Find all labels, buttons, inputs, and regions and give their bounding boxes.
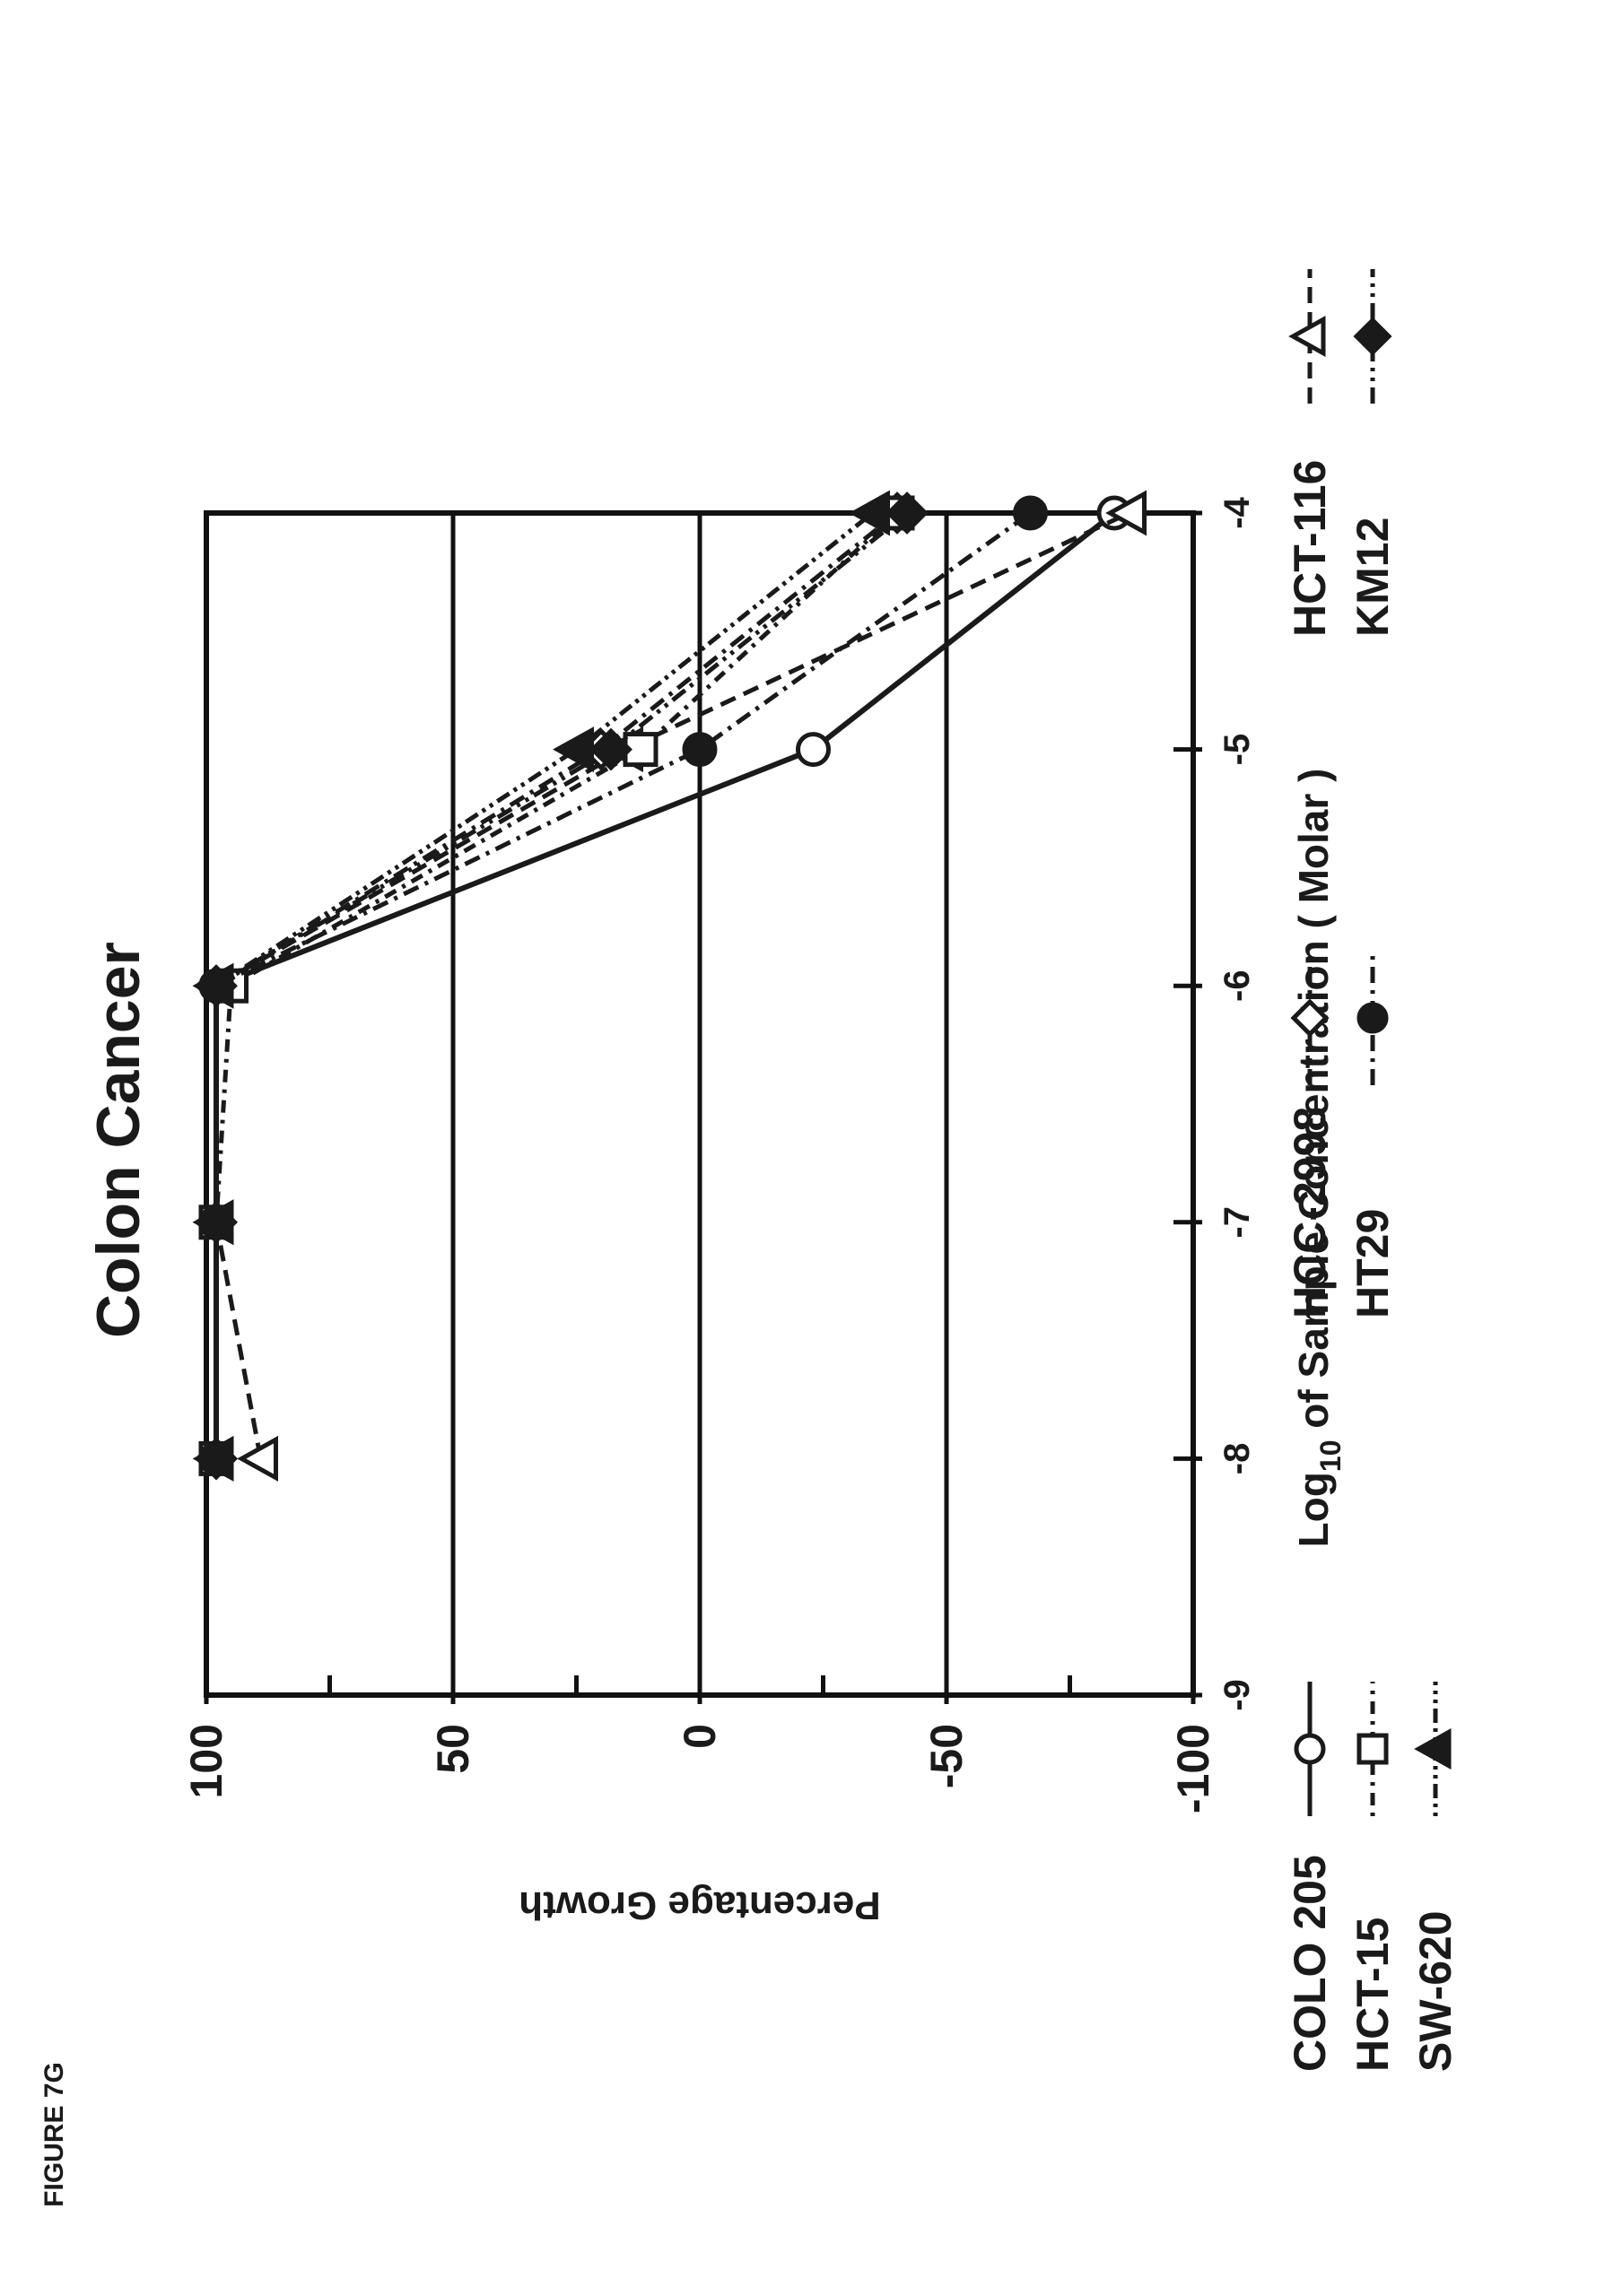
legend-marker: [1288, 316, 1326, 357]
data-point: [1105, 490, 1147, 536]
data-point: [796, 732, 831, 768]
legend-label: HT29: [1348, 1209, 1398, 1318]
x-tick-label: -8: [1217, 1443, 1257, 1475]
y-tick-label: -100: [1168, 1724, 1218, 1813]
data-point: [849, 490, 890, 536]
series-line: [214, 511, 909, 1459]
legend-marker: [1414, 1728, 1452, 1770]
series-line: [214, 510, 1032, 1459]
legend-label: SW-620: [1410, 1910, 1461, 2072]
y-axis-label: Percentage Growth: [519, 1883, 880, 1927]
x-tick-label: -4: [1217, 496, 1257, 528]
legend-marker: [1356, 1733, 1389, 1765]
series-line: [214, 510, 1130, 1459]
figure-label: FIGURE 7G: [39, 2062, 69, 2207]
legend-label: KM12: [1348, 517, 1398, 637]
x-tick-label: -9: [1217, 1679, 1257, 1711]
legend-label: HCC-2998: [1285, 1107, 1335, 1318]
chart-title: Colon Cancer: [84, 942, 153, 1338]
legend-marker: [1290, 998, 1330, 1038]
legend-label: HCT-15: [1348, 1918, 1398, 2072]
data-point: [682, 732, 718, 768]
y-tick-label: 0: [675, 1724, 725, 1749]
series-line: [214, 511, 899, 1459]
y-tick-label: 100: [181, 1724, 231, 1798]
series-line: [214, 511, 875, 1459]
data-point: [589, 727, 632, 771]
data-point: [885, 491, 929, 535]
legend-marker: [1294, 1733, 1326, 1765]
data-point: [192, 962, 234, 1009]
x-axis-label: Log10 of Sample Concentration ( Molar ): [1290, 769, 1347, 1548]
legend-label: HCT-116: [1285, 460, 1335, 637]
y-tick-label: -50: [921, 1724, 972, 1788]
y-tick-label: 50: [428, 1724, 478, 1774]
data-point: [1013, 495, 1048, 531]
legend-marker: [1353, 317, 1392, 356]
x-tick-label: -7: [1217, 1206, 1257, 1239]
series-line: [214, 510, 1116, 1459]
data-point: [192, 1199, 234, 1246]
data-point: [237, 1435, 278, 1482]
data-point: [553, 726, 594, 773]
series-line: [214, 511, 899, 1459]
data-point: [192, 1435, 234, 1482]
x-tick-label: -5: [1217, 734, 1257, 766]
x-tick-label: -6: [1217, 970, 1257, 1002]
legend-marker: [1356, 1002, 1389, 1034]
legend-label: COLO 205: [1285, 1855, 1335, 2072]
